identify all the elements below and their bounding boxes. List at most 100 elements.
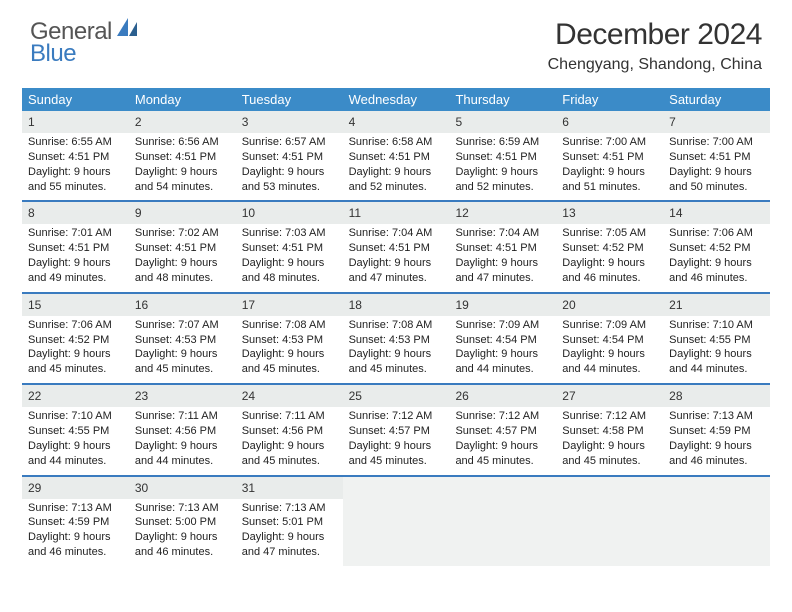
day-number: 17 [242,298,255,312]
sunset-text: Sunset: 4:59 PM [669,424,764,439]
sunrise-text: Sunrise: 7:09 AM [562,318,657,333]
day-number: 5 [455,115,462,129]
sunrise-text: Sunrise: 7:05 AM [562,226,657,241]
daylight-text-1: Daylight: 9 hours [349,347,444,362]
day-number: 13 [562,206,575,220]
day-num-wrap: 19 [449,294,556,316]
sunrise-text: Sunrise: 7:00 AM [562,135,657,150]
day-body: Sunrise: 7:04 AMSunset: 4:51 PMDaylight:… [343,224,450,291]
day-header: Friday [556,88,663,111]
sunset-text: Sunset: 4:52 PM [562,241,657,256]
day-header: Sunday [22,88,129,111]
sunset-text: Sunset: 4:56 PM [242,424,337,439]
sunset-text: Sunset: 4:53 PM [349,333,444,348]
day-cell: 20Sunrise: 7:09 AMSunset: 4:54 PMDayligh… [556,294,663,383]
day-num-wrap: 23 [129,385,236,407]
day-header: Tuesday [236,88,343,111]
day-body: Sunrise: 7:13 AMSunset: 4:59 PMDaylight:… [22,499,129,566]
day-cell: 21Sunrise: 7:10 AMSunset: 4:55 PMDayligh… [663,294,770,383]
daylight-text-1: Daylight: 9 hours [28,165,123,180]
day-body: Sunrise: 7:01 AMSunset: 4:51 PMDaylight:… [22,224,129,291]
day-number: 11 [349,206,361,220]
week-row: 29Sunrise: 7:13 AMSunset: 4:59 PMDayligh… [22,477,770,566]
day-cell: 4Sunrise: 6:58 AMSunset: 4:51 PMDaylight… [343,111,450,200]
day-header: Thursday [449,88,556,111]
sunset-text: Sunset: 4:51 PM [455,241,550,256]
day-number: 18 [349,298,362,312]
daylight-text-1: Daylight: 9 hours [135,439,230,454]
sunrise-text: Sunrise: 7:08 AM [242,318,337,333]
empty-cell [663,477,770,566]
day-cell: 2Sunrise: 6:56 AMSunset: 4:51 PMDaylight… [129,111,236,200]
sunrise-text: Sunrise: 7:13 AM [135,501,230,516]
day-num-wrap: 27 [556,385,663,407]
day-cell: 14Sunrise: 7:06 AMSunset: 4:52 PMDayligh… [663,202,770,291]
daylight-text-2: and 50 minutes. [669,180,764,195]
sunset-text: Sunset: 4:59 PM [28,515,123,530]
location-label: Chengyang, Shandong, China [548,56,762,74]
sunset-text: Sunset: 4:52 PM [669,241,764,256]
day-body: Sunrise: 7:00 AMSunset: 4:51 PMDaylight:… [663,133,770,200]
sunset-text: Sunset: 4:51 PM [349,150,444,165]
day-num-wrap: 5 [449,111,556,133]
daylight-text-2: and 44 minutes. [669,362,764,377]
sunrise-text: Sunrise: 7:13 AM [242,501,337,516]
daylight-text-1: Daylight: 9 hours [135,530,230,545]
day-number: 19 [455,298,468,312]
day-number: 6 [562,115,569,129]
day-num-wrap: 22 [22,385,129,407]
day-number: 25 [349,389,362,403]
sunrise-text: Sunrise: 7:08 AM [349,318,444,333]
day-num-wrap: 20 [556,294,663,316]
day-body: Sunrise: 6:59 AMSunset: 4:51 PMDaylight:… [449,133,556,200]
sunset-text: Sunset: 4:53 PM [135,333,230,348]
logo-text-blue: Blue [30,40,76,67]
daylight-text-1: Daylight: 9 hours [242,256,337,271]
sunset-text: Sunset: 4:57 PM [455,424,550,439]
day-body: Sunrise: 7:11 AMSunset: 4:56 PMDaylight:… [236,407,343,474]
daylight-text-2: and 45 minutes. [455,454,550,469]
daylight-text-1: Daylight: 9 hours [349,256,444,271]
day-body: Sunrise: 7:03 AMSunset: 4:51 PMDaylight:… [236,224,343,291]
day-cell: 12Sunrise: 7:04 AMSunset: 4:51 PMDayligh… [449,202,556,291]
calendar: Sunday Monday Tuesday Wednesday Thursday… [22,88,770,566]
daylight-text-2: and 54 minutes. [135,180,230,195]
day-body: Sunrise: 7:08 AMSunset: 4:53 PMDaylight:… [343,316,450,383]
day-number: 30 [135,481,148,495]
day-cell: 1Sunrise: 6:55 AMSunset: 4:51 PMDaylight… [22,111,129,200]
day-body: Sunrise: 7:13 AMSunset: 5:01 PMDaylight:… [236,499,343,566]
day-num-wrap: 11 [343,202,450,224]
daylight-text-2: and 47 minutes. [349,271,444,286]
day-num-wrap: 28 [663,385,770,407]
sunrise-text: Sunrise: 7:12 AM [562,409,657,424]
daylight-text-2: and 46 minutes. [135,545,230,560]
day-header: Monday [129,88,236,111]
sunrise-text: Sunrise: 7:10 AM [28,409,123,424]
daylight-text-2: and 45 minutes. [242,362,337,377]
day-body: Sunrise: 7:06 AMSunset: 4:52 PMDaylight:… [22,316,129,383]
sunset-text: Sunset: 4:51 PM [242,241,337,256]
day-header: Wednesday [343,88,450,111]
day-body: Sunrise: 7:12 AMSunset: 4:58 PMDaylight:… [556,407,663,474]
day-body: Sunrise: 6:58 AMSunset: 4:51 PMDaylight:… [343,133,450,200]
sunset-text: Sunset: 5:00 PM [135,515,230,530]
day-cell: 6Sunrise: 7:00 AMSunset: 4:51 PMDaylight… [556,111,663,200]
day-num-wrap: 4 [343,111,450,133]
sunset-text: Sunset: 4:54 PM [455,333,550,348]
day-cell: 27Sunrise: 7:12 AMSunset: 4:58 PMDayligh… [556,385,663,474]
sunset-text: Sunset: 4:52 PM [28,333,123,348]
sunset-text: Sunset: 4:55 PM [669,333,764,348]
day-num-wrap: 21 [663,294,770,316]
day-number: 7 [669,115,676,129]
daylight-text-1: Daylight: 9 hours [562,347,657,362]
sunrise-text: Sunrise: 7:12 AM [455,409,550,424]
day-cell: 17Sunrise: 7:08 AMSunset: 4:53 PMDayligh… [236,294,343,383]
day-body: Sunrise: 7:09 AMSunset: 4:54 PMDaylight:… [556,316,663,383]
week-row: 15Sunrise: 7:06 AMSunset: 4:52 PMDayligh… [22,294,770,385]
daylight-text-2: and 45 minutes. [562,454,657,469]
sunrise-text: Sunrise: 6:58 AM [349,135,444,150]
sunrise-text: Sunrise: 6:56 AM [135,135,230,150]
daylight-text-1: Daylight: 9 hours [669,439,764,454]
sunset-text: Sunset: 4:57 PM [349,424,444,439]
daylight-text-2: and 48 minutes. [242,271,337,286]
